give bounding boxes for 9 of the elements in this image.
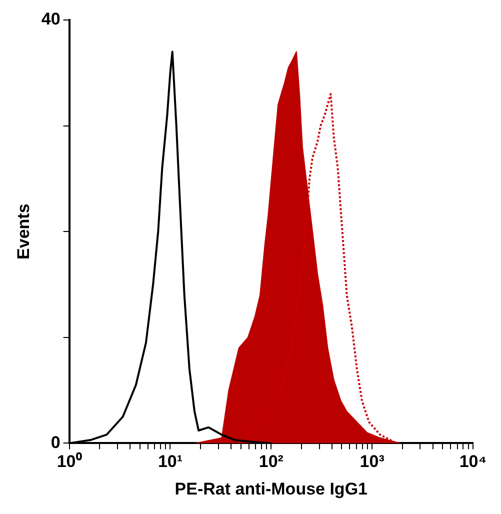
x-tick-label: 10³ xyxy=(360,452,385,472)
x-tick-label: 10² xyxy=(258,452,284,472)
x-tick-label: 10⁰ xyxy=(56,452,82,472)
y-tick-label: 0 xyxy=(50,432,60,452)
x-axis-title: PE-Rat anti-Mouse IgG1 xyxy=(174,479,368,498)
y-axis-title: Events xyxy=(14,204,33,260)
x-tick-label: 10⁴ xyxy=(459,452,487,472)
y-tick-label: 40 xyxy=(41,10,60,29)
x-tick-label: 10¹ xyxy=(158,452,183,472)
